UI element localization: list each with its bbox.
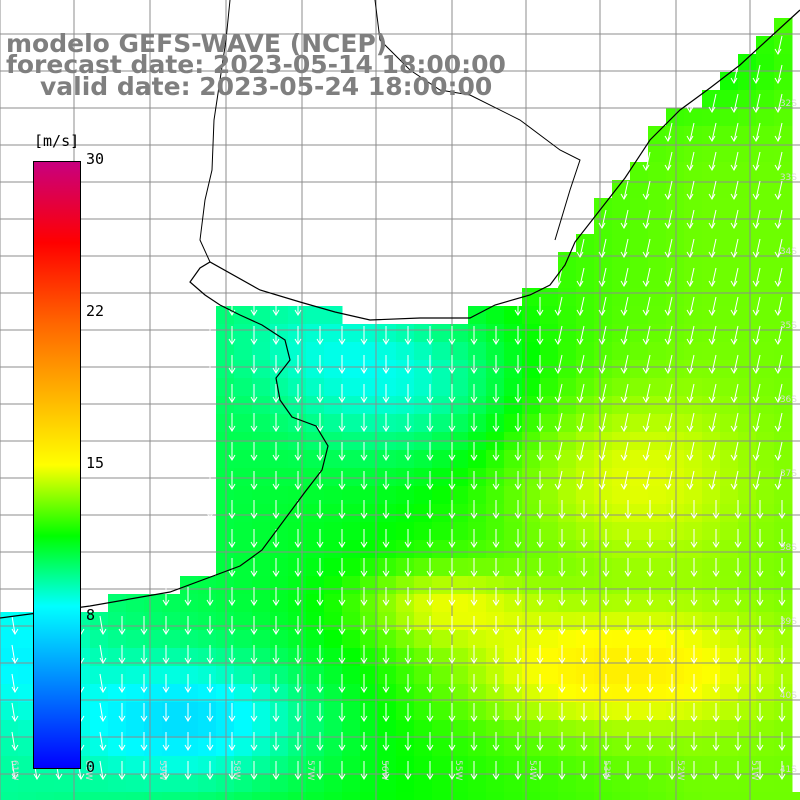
colorbar-tick-8: 8 — [86, 606, 96, 624]
lon-label: 61W — [9, 760, 19, 780]
lon-label: 52W — [675, 760, 685, 780]
lat-label: 37S — [780, 469, 797, 479]
lon-label: 57W — [305, 760, 315, 780]
colorbar-tick-22: 22 — [86, 302, 105, 320]
forecast-date: forecast date: 2023-05-14 18:00:00 — [6, 50, 506, 79]
lat-label: 34S — [780, 247, 797, 257]
lon-label: 55W — [453, 760, 463, 780]
lat-label: 35S — [780, 321, 797, 331]
valid-date: valid date: 2023-05-24 18:00:00 — [40, 72, 493, 101]
colorbar — [33, 161, 81, 769]
lat-label: 38S — [780, 543, 797, 553]
lat-label: 36S — [780, 395, 797, 405]
lat-label: 39S — [780, 617, 797, 627]
lat-label: 41S — [780, 765, 797, 775]
lat-label: 40S — [780, 691, 797, 701]
lon-label: 51W — [749, 760, 759, 780]
latitude-labels: 32S 33S 34S 35S 36S 37S 38S 39S 40S 41S — [780, 99, 797, 775]
coastline — [0, 0, 800, 619]
lon-label: 59W — [157, 760, 167, 780]
lon-label: 53W — [601, 760, 611, 780]
lat-label: 33S — [780, 173, 797, 183]
lon-label: 56W — [379, 760, 389, 780]
colorbar-tick-30: 30 — [86, 150, 105, 168]
lon-label: 54W — [527, 760, 537, 780]
lat-label: 32S — [780, 99, 797, 109]
wind-arrows — [11, 35, 786, 780]
lon-label: 58W — [231, 760, 241, 780]
wind-speed-field — [0, 18, 800, 800]
colorbar-unit: [m/s] — [34, 132, 80, 150]
model-title: modelo GEFS-WAVE (NCEP) — [6, 29, 388, 58]
longitude-labels: 61W 60W 59W 58W 57W 56W 55W 54W 53W 52W 51W — [9, 760, 759, 780]
lon-label: 60W — [83, 760, 93, 780]
colorbar-tick-0: 0 — [86, 758, 96, 776]
colorbar-tick-15: 15 — [86, 454, 105, 472]
